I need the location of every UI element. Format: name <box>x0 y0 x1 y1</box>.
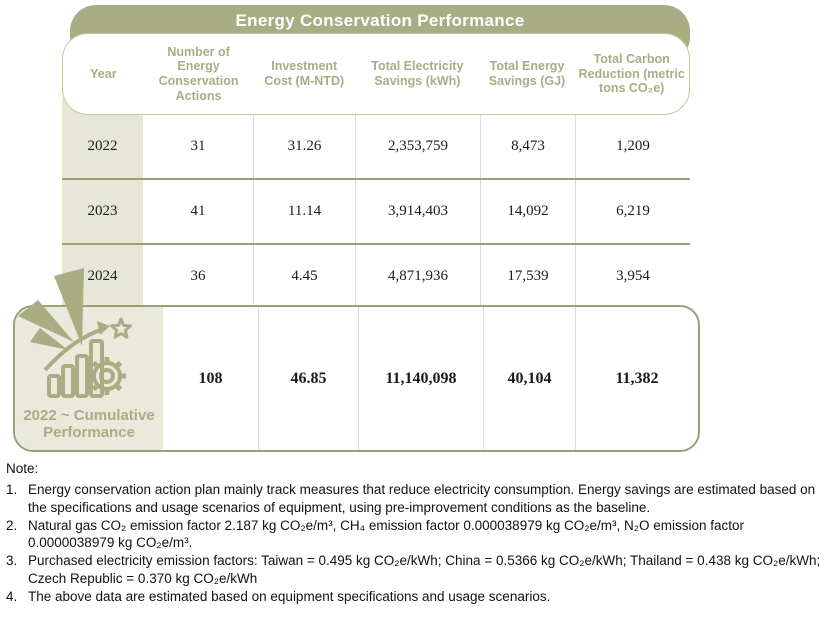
cell-year: 2023 <box>87 203 118 219</box>
growth-chart-star-gear-icon <box>43 317 132 398</box>
cell-actions: 41 <box>190 203 206 219</box>
column-header-electricity: Total Electricity Savings (kWh) <box>371 59 464 88</box>
cumulative-actions: 108 <box>198 369 223 387</box>
column-header-investment: Investment Cost (M-NTD) <box>264 59 345 88</box>
note-text: Purchased electricity emission factors: … <box>28 553 821 586</box>
notes-heading: Note: <box>6 461 39 476</box>
table-body: 2022 31 31.26 2,353,759 8,473 1,209 2023… <box>62 115 690 308</box>
cell-actions: 36 <box>190 268 206 284</box>
note-text: The above data are estimated based on eq… <box>28 588 551 604</box>
cumulative-carbon: 11,382 <box>575 307 698 450</box>
table-row-2022: 2022 31 31.26 2,353,759 8,473 1,209 <box>62 115 690 180</box>
note-number: 1. <box>6 482 18 498</box>
table-row-2024: 2024 36 4.45 4,871,936 17,539 3,954 <box>62 245 690 308</box>
note-item-1: 1. Energy conservation action plan mainl… <box>6 481 826 516</box>
cell-electricity: 4,871,936 <box>355 245 480 308</box>
cumulative-energy: 40,104 <box>483 307 575 450</box>
cell-investment: 4.45 <box>253 245 355 308</box>
cell-carbon: 6,219 <box>575 180 690 243</box>
table-title: Energy Conservation Performance <box>235 11 525 30</box>
note-item-4: 4. The above data are estimated based on… <box>6 588 826 605</box>
notes-section: Note: 1. Energy conservation action plan… <box>6 460 826 606</box>
burst-arrow-decoration <box>18 268 84 350</box>
table-row-2023: 2023 41 11.14 3,914,403 14,092 6,219 <box>62 180 690 245</box>
cell-investment: 31.26 <box>253 115 355 178</box>
cell-year: 2024 <box>87 268 118 284</box>
cumulative-label-cell: 2022 ~ Cumulative Performance <box>15 307 163 450</box>
cell-investment: 11.14 <box>253 180 355 243</box>
cell-carbon: 3,954 <box>575 245 690 308</box>
note-number: 3. <box>6 553 18 569</box>
note-number: 2. <box>6 517 18 533</box>
gear-icon <box>88 356 126 395</box>
note-item-2: 2. Natural gas CO₂ emission factor 2.187… <box>6 517 826 552</box>
column-header-carbon: Total Carbon Reduction (metric tons CO₂e… <box>578 51 685 96</box>
table-header-row: Year Number of Energy Conservation Actio… <box>62 33 690 115</box>
cell-energy: 8,473 <box>480 115 575 178</box>
column-header-year: Year <box>90 66 117 81</box>
cell-energy: 14,092 <box>480 180 575 243</box>
note-text: Natural gas CO₂ emission factor 2.187 kg… <box>28 517 744 551</box>
note-item-3: 3. Purchased electricity emission factor… <box>6 552 826 587</box>
cell-year: 2022 <box>87 138 118 154</box>
cumulative-investment: 46.85 <box>258 307 358 450</box>
cell-carbon: 1,209 <box>575 115 690 178</box>
note-number: 4. <box>6 588 18 604</box>
cumulative-electricity: 11,140,098 <box>358 307 483 450</box>
column-header-energy: Total Energy Savings (GJ) <box>488 59 566 88</box>
cell-energy: 17,539 <box>480 245 575 308</box>
cell-electricity: 3,914,403 <box>355 180 480 243</box>
cumulative-row: 2022 ~ Cumulative Performance 108 46.85 … <box>13 305 700 452</box>
cell-electricity: 2,353,759 <box>355 115 480 178</box>
cell-actions: 31 <box>190 138 206 154</box>
cumulative-label: 2022 ~ Cumulative Performance <box>23 406 155 441</box>
note-text: Energy conservation action plan mainly t… <box>28 482 816 515</box>
column-header-actions: Number of Energy Conservation Actions <box>158 44 239 103</box>
